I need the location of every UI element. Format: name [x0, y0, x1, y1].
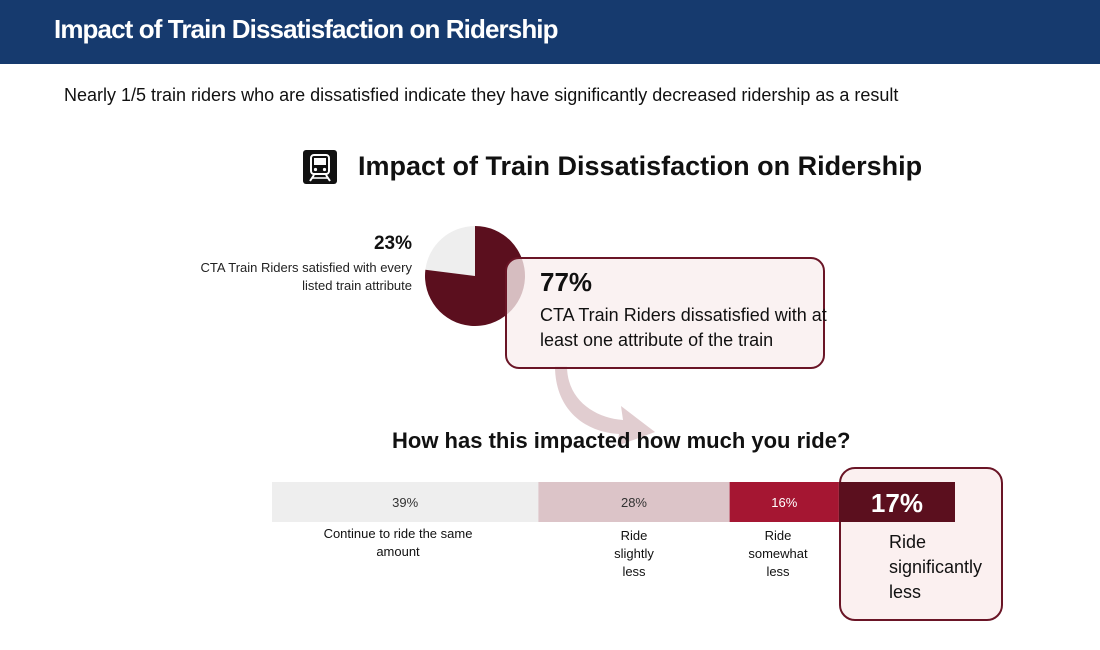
bar-value-somewhat: 16%	[771, 495, 797, 510]
bar-value-same: 39%	[392, 495, 418, 510]
dissatisfied-description: CTA Train Riders dissatisfied with at le…	[540, 305, 827, 350]
chart-title: Impact of Train Dissatisfaction on Rider…	[358, 151, 923, 181]
satisfied-description: CTA Train Riders satisfied with every li…	[200, 260, 412, 293]
bar-segment-somewhat	[729, 482, 839, 522]
segment-label-somewhat: Ride somewhat less	[748, 528, 808, 579]
header-bar: Impact of Train Dissatisfaction on Rider…	[0, 0, 1100, 64]
dissatisfied-percent-label: 77%	[540, 267, 593, 297]
dissatisfied-callout	[505, 257, 825, 369]
bar-segment-slightly	[538, 482, 730, 522]
train-icon	[303, 150, 337, 184]
bar-value-slightly: 28%	[621, 495, 647, 510]
pie-chart	[425, 226, 525, 326]
segment-label-same: Continue to ride the same amount	[323, 526, 473, 559]
segment-label-significantly: Ride significantly less	[889, 532, 983, 602]
pie-slice-dissatisfied	[425, 226, 525, 326]
satisfied-percent-label: 23%	[373, 233, 412, 254]
bar-segment-same	[272, 482, 539, 522]
segment-label-slightly: Ride slightly less	[614, 528, 654, 579]
page-title: Impact of Train Dissatisfaction on Rider…	[54, 14, 559, 44]
curved-arrow-icon	[555, 366, 655, 446]
pie-slice-satisfied	[425, 226, 475, 276]
bar-question: How has this impacted how much you ride?	[392, 428, 851, 453]
subtitle: Nearly 1/5 train riders who are dissatis…	[64, 85, 899, 105]
